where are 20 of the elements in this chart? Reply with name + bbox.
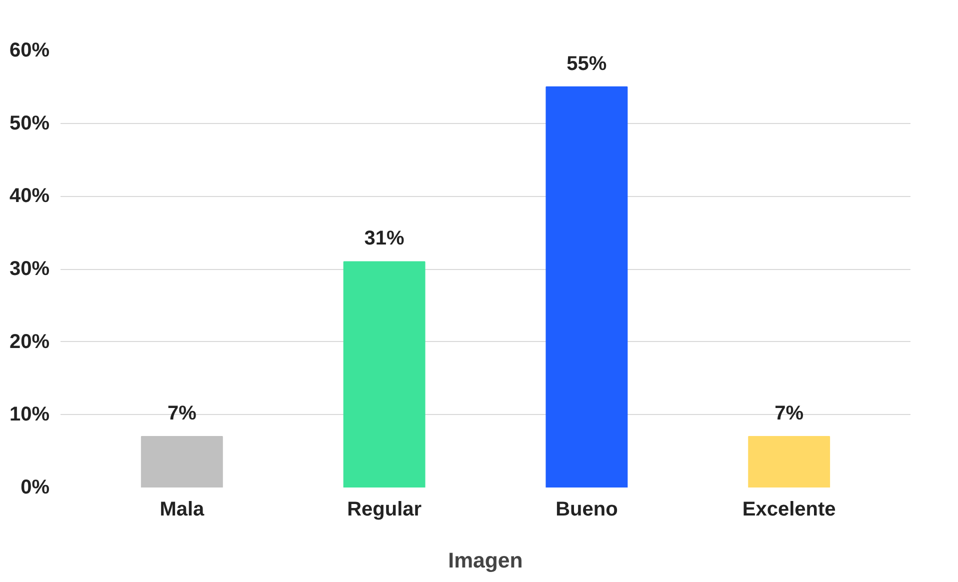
y-tick-label: 20% bbox=[9, 330, 50, 353]
y-tick-label: 40% bbox=[9, 185, 50, 208]
data-label: 31% bbox=[364, 228, 405, 250]
bar bbox=[140, 436, 223, 488]
y-tick-label: 60% bbox=[9, 40, 50, 62]
x-tick-label: Mala bbox=[160, 498, 206, 520]
x-tick-label: Regular bbox=[347, 498, 422, 520]
y-tick-label: 0% bbox=[20, 476, 50, 498]
x-tick-label: Excelente bbox=[742, 498, 836, 520]
y-tick-label: 50% bbox=[9, 112, 50, 134]
x-axis-title: Imagen bbox=[448, 548, 523, 572]
bar bbox=[546, 86, 628, 488]
bar bbox=[748, 436, 830, 488]
x-tick-label: Bueno bbox=[556, 498, 618, 520]
y-tick-label: 30% bbox=[9, 258, 50, 280]
data-label: 7% bbox=[774, 402, 804, 425]
y-tick-label: 10% bbox=[9, 404, 50, 426]
data-label: 55% bbox=[566, 52, 607, 75]
bar bbox=[343, 261, 426, 488]
data-label: 7% bbox=[167, 402, 197, 425]
